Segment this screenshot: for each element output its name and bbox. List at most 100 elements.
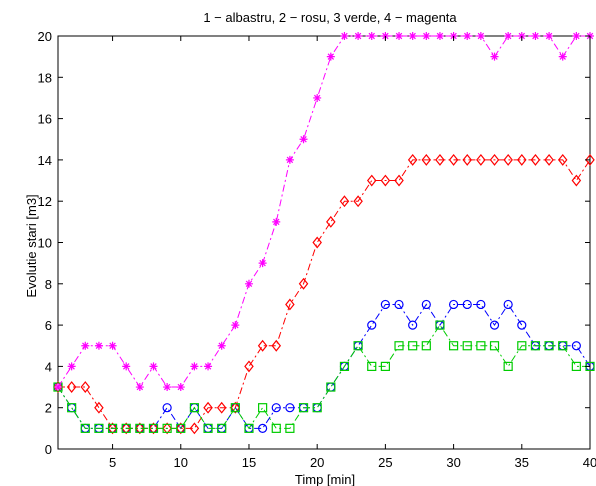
data-point-diamond [339, 195, 350, 208]
data-point-circle [285, 403, 295, 413]
data-point-square [80, 423, 90, 433]
y-tick-label: 0 [45, 442, 52, 457]
data-point-square [203, 423, 213, 433]
data-point-circle [408, 320, 418, 330]
data-point-circle [380, 299, 390, 310]
data-point-diamond [285, 298, 295, 311]
data-point-asterisk [367, 32, 376, 40]
data-point-circle [517, 320, 527, 330]
data-point-square [408, 341, 418, 351]
data-point-asterisk [435, 32, 444, 40]
y-tick-label: 18 [38, 70, 52, 85]
data-point-asterisk [504, 32, 513, 40]
data-point-diamond [312, 236, 322, 249]
data-point-asterisk [108, 341, 117, 350]
data-point-diamond [257, 339, 268, 352]
data-point-circle [258, 423, 268, 433]
data-point-square [135, 423, 145, 433]
data-point-square [503, 361, 513, 371]
data-point-circle [476, 299, 486, 310]
data-point-diamond [326, 215, 336, 228]
data-point-diamond [176, 422, 186, 435]
x-tick-label: 20 [310, 455, 324, 470]
data-point-asterisk [135, 383, 144, 392]
data-point-asterisk [545, 32, 554, 40]
data-point-asterisk [422, 32, 431, 40]
data-point-square [353, 341, 363, 351]
data-point-diamond [571, 174, 582, 187]
data-point-diamond [216, 401, 227, 414]
data-point-asterisk [204, 362, 213, 371]
data-point-square [148, 423, 159, 433]
data-point-square [367, 361, 377, 371]
data-point-square [462, 341, 472, 351]
data-point-diamond [66, 381, 77, 394]
data-point-diamond [366, 174, 377, 187]
series-line [57, 324, 590, 430]
chart-title: 1 − albastru, 2 − rosu, 3 verde, 4 − mag… [203, 10, 457, 25]
x-axis-title: Timp [min] [295, 472, 355, 486]
data-point-asterisk [395, 32, 404, 40]
data-point-diamond [421, 153, 432, 166]
data-point-diamond [189, 422, 200, 435]
data-point-asterisk [122, 362, 131, 371]
data-point-square [189, 403, 200, 413]
data-point-circle [162, 403, 172, 413]
data-point-diamond [135, 422, 145, 435]
y-tick-label: 2 [45, 401, 52, 416]
x-tick-label: 10 [174, 455, 188, 470]
data-point-diamond [203, 401, 213, 414]
data-point-square [544, 341, 554, 351]
data-point-square [67, 403, 77, 413]
y-tick-label: 14 [38, 153, 52, 168]
series-layer [53, 32, 595, 435]
data-point-diamond [476, 153, 486, 166]
data-point-square [258, 403, 268, 413]
data-point-asterisk [313, 93, 322, 102]
data-point-asterisk [149, 362, 158, 371]
data-point-diamond [353, 195, 363, 208]
data-point-diamond [435, 153, 445, 166]
data-point-asterisk [258, 259, 267, 268]
data-point-diamond [244, 360, 254, 373]
data-point-asterisk [299, 135, 308, 144]
data-point-diamond [162, 422, 172, 435]
data-point-square [558, 341, 568, 351]
x-tick-label: 25 [378, 455, 392, 470]
data-point-asterisk [408, 32, 417, 40]
x-tick-label: 35 [515, 455, 529, 470]
data-point-diamond [585, 153, 595, 166]
data-point-square [94, 423, 104, 433]
data-point-square [312, 403, 322, 413]
data-point-asterisk [354, 32, 363, 40]
data-point-asterisk [490, 52, 499, 61]
data-point-square [176, 423, 186, 433]
series-line [57, 35, 590, 388]
ticks-layer: 0 2 4 6 8 10 12 14 16 18 20 5 10 15 20 25 30 35 40 [38, 29, 596, 470]
data-point-diamond [544, 153, 554, 166]
y-tick-label: 16 [38, 112, 52, 127]
data-point-square [298, 403, 309, 413]
data-point-asterisk [231, 321, 240, 330]
data-point-asterisk [67, 362, 76, 371]
data-point-square [244, 423, 254, 433]
data-point-asterisk [272, 217, 281, 226]
data-point-diamond [107, 422, 118, 435]
data-point-asterisk [531, 32, 540, 40]
data-point-circle [462, 299, 472, 310]
data-point-square [217, 423, 227, 433]
data-point-asterisk [558, 52, 567, 61]
data-point-square [162, 423, 172, 433]
data-point-circle [271, 403, 281, 413]
data-point-asterisk [340, 32, 349, 40]
data-point-circle [448, 299, 459, 310]
data-point-asterisk [190, 362, 199, 371]
data-point-asterisk [163, 383, 172, 392]
y-tick-label: 6 [45, 318, 52, 333]
data-point-square [380, 361, 390, 371]
data-point-square [107, 423, 118, 433]
data-point-asterisk [572, 32, 581, 40]
data-point-diamond [489, 153, 500, 166]
